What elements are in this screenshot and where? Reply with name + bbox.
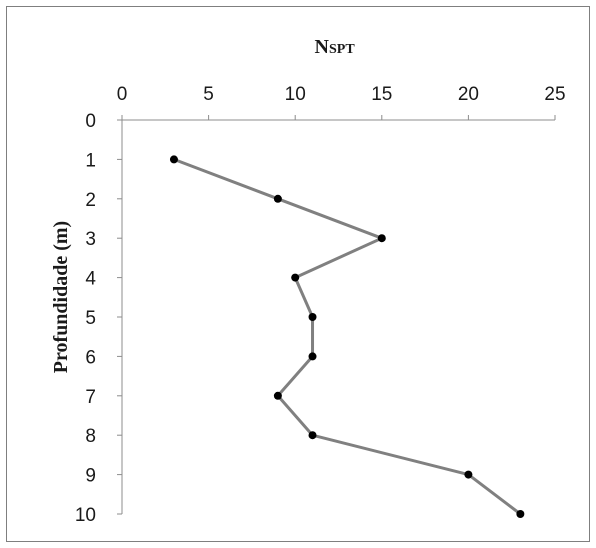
y-axis-label: Profundidade (m): [50, 221, 72, 373]
y-tick-label: 4: [85, 269, 96, 290]
data-point: [516, 510, 525, 518]
x-tick-label: 0: [117, 84, 128, 105]
data-point: [377, 234, 386, 243]
y-tick-label: 1: [85, 150, 96, 171]
y-tick-label: 8: [85, 426, 96, 447]
data-point: [273, 391, 282, 400]
series-line: [173, 157, 522, 516]
y-tick-label: 2: [85, 190, 96, 211]
chart-title-main: N: [315, 36, 330, 58]
y-tick-label: 6: [85, 347, 96, 368]
data-point: [308, 431, 317, 440]
chart-title: N SPT: [315, 36, 356, 58]
y-tick-label: 5: [85, 308, 96, 329]
x-tick-label: 20: [458, 84, 479, 105]
x-tick-label: 10: [285, 84, 306, 105]
data-point: [464, 470, 473, 479]
data-point: [308, 313, 317, 321]
series-line-path: [173, 157, 522, 516]
data-point: [308, 352, 317, 361]
x-axis-ticks: 0 5 10 15 20 25: [117, 84, 566, 120]
series-points: [169, 155, 525, 518]
data-point: [273, 194, 282, 203]
axes: [121, 119, 555, 514]
y-axis-ticks: 0 1 2 3 4 5 6 7 8 9 10: [75, 111, 122, 526]
y-tick-label: 7: [85, 387, 96, 408]
x-tick-label: 5: [203, 84, 214, 105]
data-point: [291, 273, 300, 282]
x-tick-label: 25: [544, 84, 565, 105]
chart-frame: [6, 6, 590, 542]
y-tick-label: 9: [85, 466, 96, 487]
y-tick-label: 0: [85, 111, 96, 132]
y-tick-label: 10: [75, 505, 96, 526]
x-tick-label: 15: [371, 84, 392, 105]
chart-title-subscript: SPT: [329, 42, 355, 57]
y-tick-label: 3: [85, 229, 96, 250]
data-point: [169, 155, 178, 164]
